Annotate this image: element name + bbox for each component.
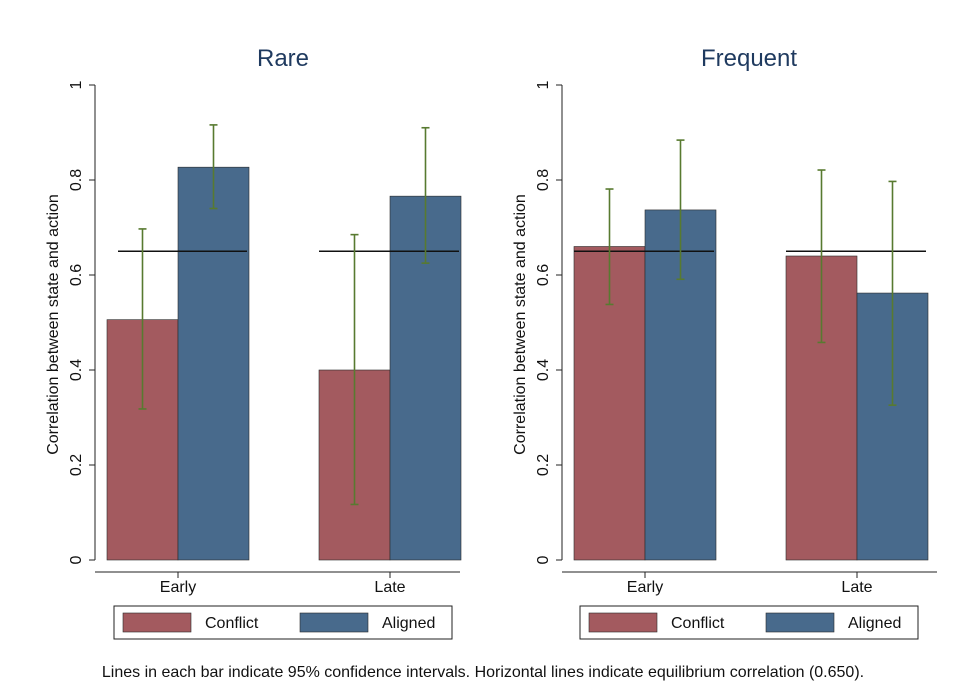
chart-title: Frequent bbox=[701, 45, 797, 72]
legend-label-conflict: Conflict bbox=[671, 615, 725, 632]
y-tick-label: 0.8 bbox=[535, 169, 552, 191]
y-tick-label: 0.2 bbox=[68, 454, 85, 476]
ci-conflict-early bbox=[605, 188, 614, 306]
ci-aligned-late bbox=[421, 126, 430, 264]
legend-swatch-aligned bbox=[299, 612, 369, 633]
legend: Conflict Aligned bbox=[579, 605, 919, 640]
y-tick-label: 0.4 bbox=[535, 359, 552, 381]
legend-label-conflict: Conflict bbox=[205, 615, 259, 632]
y-tick-label: 0.8 bbox=[68, 169, 85, 191]
chart-panel-2: Frequent 0 0.2 0.4 0.6 0.8 1 Correlation betwee… bbox=[512, 45, 937, 640]
x-tick-label: Early bbox=[627, 579, 663, 596]
y-axis-label: Correlation between state and action bbox=[512, 194, 529, 455]
ci-conflict-early bbox=[138, 228, 147, 410]
x-tick-label: Early bbox=[160, 579, 196, 596]
legend-swatch-conflict bbox=[122, 612, 192, 633]
ci-conflict-late bbox=[350, 233, 359, 506]
figure: Rare 0 0.2 0.4 0.6 0.8 1 Correlation between st… bbox=[45, 45, 937, 640]
ci-aligned-early bbox=[676, 139, 685, 281]
y-axis-label: Correlation between state and action bbox=[45, 194, 62, 455]
ci-aligned-early bbox=[209, 124, 218, 210]
legend-label-aligned: Aligned bbox=[848, 615, 901, 632]
x-tick-label: Late bbox=[841, 579, 872, 596]
ci-aligned-late bbox=[888, 180, 897, 406]
y-tick-label: 0.6 bbox=[535, 264, 552, 286]
legend-swatch-aligned bbox=[765, 612, 835, 633]
bar-aligned-early bbox=[177, 166, 250, 561]
y-tick-label: 0 bbox=[68, 555, 85, 564]
ci-conflict-late bbox=[817, 169, 826, 344]
legend: Conflict Aligned bbox=[113, 605, 453, 640]
y-tick-label: 0.2 bbox=[535, 454, 552, 476]
footnote: Lines in each bar indicate 95% confidenc… bbox=[101, 664, 865, 681]
y-tick-label: 0.6 bbox=[68, 264, 85, 286]
legend-swatch-conflict bbox=[588, 612, 658, 633]
x-tick-label: Late bbox=[374, 579, 405, 596]
legend-label-aligned: Aligned bbox=[382, 615, 435, 632]
y-tick-label: 0 bbox=[535, 555, 552, 564]
chart-panel-1: Rare 0 0.2 0.4 0.6 0.8 1 Correlation between st… bbox=[45, 45, 462, 640]
y-tick-label: 0.4 bbox=[68, 359, 85, 381]
y-tick-label: 1 bbox=[68, 80, 85, 89]
y-tick-label: 1 bbox=[535, 80, 552, 89]
chart-title: Rare bbox=[257, 45, 309, 72]
